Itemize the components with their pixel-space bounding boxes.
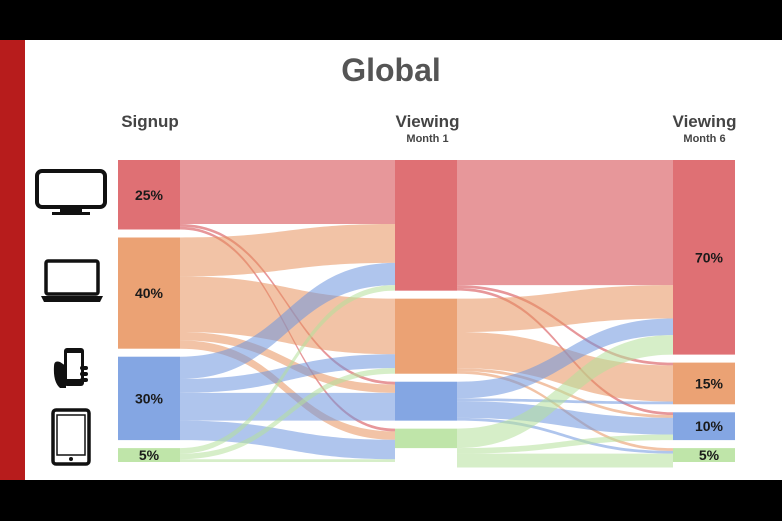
flow-tablet-to-phone — [457, 434, 673, 454]
flow-laptop-to-tablet — [180, 340, 395, 440]
node-tablet-stage-0 — [118, 448, 180, 462]
node-phone-stage-1 — [395, 381, 457, 421]
slide: Global Signup Viewing Month 1 Viewing Mo… — [0, 40, 782, 480]
chart-title: Global — [341, 52, 441, 88]
stage-label-month6: Viewing Month 6 — [662, 112, 747, 145]
flow-phone-to-phone — [457, 401, 673, 435]
accent-bar — [0, 40, 25, 480]
tablet-icon — [51, 408, 91, 466]
laptop-icon — [41, 259, 103, 302]
flow-phone-to-phone — [180, 392, 395, 421]
node-value-label: 30% — [135, 390, 164, 406]
flow-phone-to-tablet — [457, 417, 673, 454]
node-value-label: 25% — [135, 187, 164, 203]
flow-phone-to-laptop — [180, 354, 395, 393]
node-tv-stage-1 — [395, 160, 457, 291]
node-value-label: 40% — [135, 285, 164, 301]
node-laptop-stage-2 — [673, 362, 735, 405]
flow-tv-to-tv — [457, 160, 673, 286]
flow-tablet-to-tv — [180, 285, 395, 454]
phone-icon — [53, 348, 88, 388]
flow-tablet-to-laptop — [180, 368, 395, 460]
flow-phone-to-tv — [457, 318, 673, 399]
node-tablet-stage-1 — [395, 428, 457, 449]
tv-icon — [35, 169, 107, 215]
node-laptop-stage-0 — [118, 237, 180, 349]
stage-label-text: Signup — [121, 112, 179, 131]
node-value-label: 5% — [699, 447, 720, 463]
flow-laptop-to-tv — [457, 285, 673, 333]
flow-tablet-to-tablet — [457, 453, 673, 468]
node-phone-stage-2 — [673, 412, 735, 441]
node-value-label: 70% — [695, 249, 724, 265]
node-tv-stage-2 — [673, 160, 735, 355]
stage-sublabel: Month 6 — [683, 133, 726, 145]
flow-tablet-to-tv — [457, 335, 673, 449]
stage-label-text: Viewing — [395, 112, 460, 131]
flow-tablet-to-tablet — [180, 459, 395, 462]
node-value-label: 5% — [139, 447, 160, 463]
node-value-label: 10% — [695, 418, 724, 434]
node-phone-stage-0 — [118, 356, 180, 441]
stage-label-signup: Signup — [110, 112, 190, 132]
stage-label-month1: Viewing Month 1 — [385, 112, 470, 145]
flow-laptop-to-phone — [180, 332, 395, 393]
node-tv-stage-0 — [118, 160, 180, 230]
flow-phone-to-tv — [180, 262, 395, 379]
stage-label-text: Viewing — [672, 112, 737, 131]
flow-tv-to-tv — [180, 160, 395, 224]
stage-sublabel: Month 1 — [406, 133, 449, 145]
flow-phone-to-tablet — [180, 420, 395, 460]
sankey-chart: 25% 40% 30% 5% 70% 15% 10% 5% — [118, 160, 735, 468]
node-tablet-stage-2 — [673, 448, 735, 462]
node-laptop-stage-1 — [395, 298, 457, 374]
flow-laptop-to-tv — [180, 223, 395, 277]
node-value-label: 15% — [695, 375, 724, 391]
